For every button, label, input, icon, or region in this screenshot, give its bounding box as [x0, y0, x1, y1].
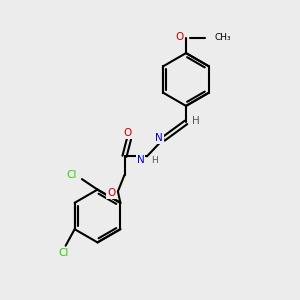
Text: O: O	[175, 32, 184, 43]
Text: N: N	[155, 133, 163, 143]
Text: H: H	[192, 116, 200, 126]
Text: Cl: Cl	[58, 248, 68, 258]
Text: N: N	[136, 155, 144, 165]
Text: H: H	[151, 156, 158, 165]
Text: O: O	[107, 188, 116, 198]
Text: CH₃: CH₃	[214, 33, 231, 42]
Text: O: O	[123, 128, 132, 139]
Text: Cl: Cl	[66, 170, 76, 181]
